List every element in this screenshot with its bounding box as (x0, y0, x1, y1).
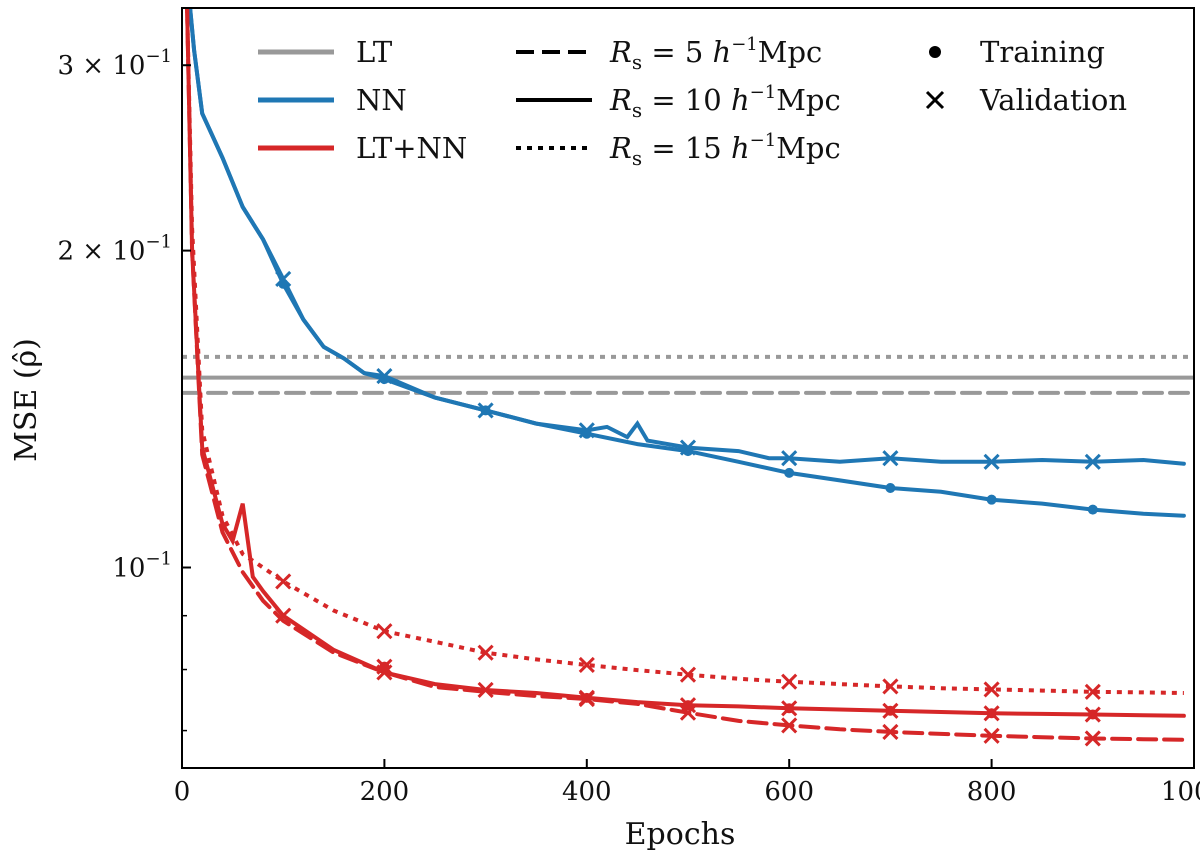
nn-train-marker-7 (986, 494, 997, 505)
nn-val-marker-6 (882, 450, 899, 467)
series-line-5 (185, 8, 1186, 742)
legend-rs-15: Rs = 15 h−1Mpc (609, 130, 841, 170)
series-line-7 (185, 8, 1184, 695)
ltnn-train-marker-1 (581, 692, 592, 703)
axes: 0 200 400 600 800 1000 10−1 2 × 10−1 3 × 10−1 (58, 46, 1200, 807)
plot-frame (181, 7, 1195, 769)
ltnn-train-marker-2 (683, 700, 693, 711)
ltnn-val-marker-12 (578, 656, 595, 674)
x-tick-label-4: 800 (967, 777, 1017, 807)
ltnn-train-marker-5 (986, 708, 997, 719)
nn-val-marker-8 (1084, 453, 1101, 470)
legend-marker-validation (925, 90, 945, 110)
ltnn-val-marker-0 (275, 607, 292, 624)
ltnn-val-marker-9 (275, 573, 292, 590)
legend-label-training: Training (980, 35, 1105, 69)
nn-train-marker-5 (784, 467, 795, 478)
ltnn-train-marker-3 (784, 703, 795, 714)
legend-label-NN: NN (356, 83, 407, 117)
x-axis-label: Epochs (625, 817, 736, 852)
nn-train-marker-2 (480, 405, 491, 416)
nn-train-marker-1 (379, 374, 390, 385)
y-tick-label-0: 10−1 (112, 549, 172, 584)
ltnn-val-marker-13 (679, 666, 697, 683)
nn-train-marker-6 (885, 482, 896, 493)
ltnn-val-marker-17 (1084, 683, 1101, 700)
legend-rs-10: Rs = 10 h−1Mpc (609, 82, 841, 122)
ltnn-val-marker-2 (477, 681, 494, 699)
y-axis-label: MSE (ρ̂) (9, 338, 44, 462)
series-line-6 (185, 8, 1186, 718)
ltnn-train-marker-6 (1087, 709, 1098, 720)
y-tick-label-2: 3 × 10−1 (58, 46, 173, 81)
ltnn-val-marker-14 (781, 673, 798, 690)
ltnn-val-marker-8 (1084, 730, 1101, 747)
legend: LT NN LT+NN Rs = 5 h−1Mpc Rs = 10 h−1Mpc Rs =… (258, 34, 1127, 170)
ltnn-val-marker-16 (983, 681, 1000, 698)
nn-val-marker-5 (781, 450, 798, 467)
x-tick-label-5: 1000 (1161, 777, 1200, 807)
nn-train-marker-4 (683, 446, 693, 457)
legend-label-validation: Validation (979, 83, 1127, 117)
ltnn-train-marker-0 (379, 661, 390, 672)
x-tick-label-2: 400 (562, 777, 612, 807)
ltnn-val-marker-5 (781, 717, 798, 734)
x-tick-label-1: 200 (360, 777, 410, 807)
legend-label-LT+NN: LT+NN (356, 131, 467, 165)
ltnn-val-marker-10 (376, 623, 393, 640)
legend-label-LT: LT (356, 35, 393, 69)
ltnn-val-marker-15 (882, 678, 899, 695)
y-tick-label-1: 2 × 10−1 (58, 232, 173, 267)
nn-train-marker-8 (1087, 504, 1098, 515)
ltnn-train-marker-4 (885, 705, 896, 716)
ltnn-val-marker-6 (882, 723, 899, 740)
x-tick-label-3: 600 (764, 777, 814, 807)
series-line-4 (188, 8, 1186, 466)
legend-marker-training (929, 46, 941, 58)
nn-train-marker-3 (581, 428, 592, 439)
x-tick-label-0: 0 (174, 777, 191, 807)
plot-area (182, 8, 1194, 747)
ltnn-val-marker-7 (983, 727, 1000, 744)
legend-rs-5: Rs = 5 h−1Mpc (609, 34, 822, 74)
nn-val-marker-7 (983, 453, 1000, 470)
nn-train-marker-0 (278, 278, 289, 289)
ltnn-val-marker-11 (477, 644, 494, 661)
